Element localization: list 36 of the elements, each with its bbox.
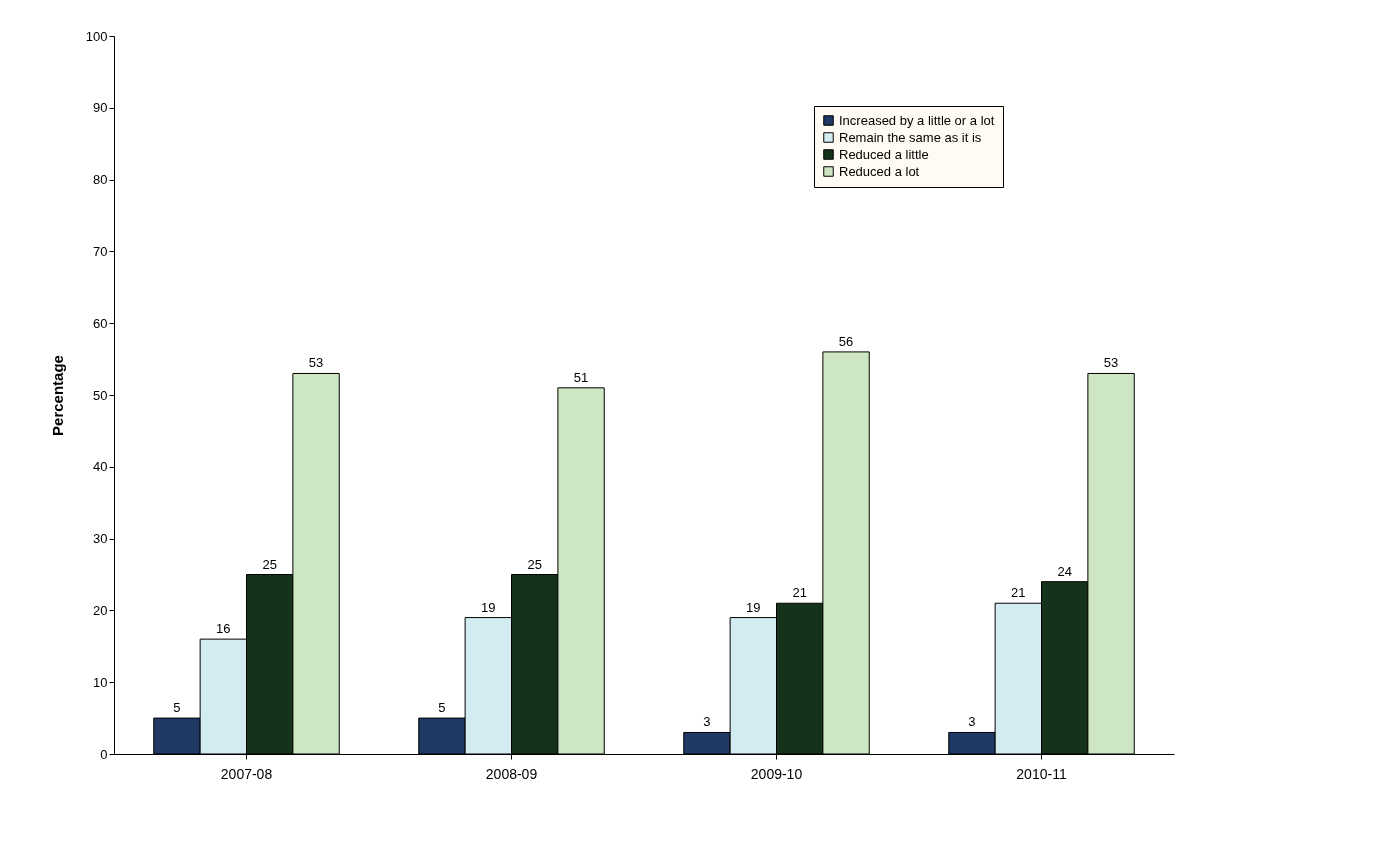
y-tick-label: 50 [93, 387, 108, 403]
data-label: 3 [703, 714, 711, 730]
y-tick-label: 10 [93, 674, 108, 690]
x-tick-label: 2010-11 [1016, 765, 1067, 782]
legend-label: Remain the same as it is [839, 129, 982, 145]
y-tick-label: 0 [100, 746, 108, 762]
legend-label: Increased by a little or a lot [839, 112, 995, 128]
x-tick-label: 2007-08 [220, 765, 273, 782]
data-label: 19 [481, 599, 496, 615]
y-tick-label: 100 [85, 28, 108, 44]
legend-label: Reduced a little [839, 146, 929, 162]
y-tick-label: 30 [93, 531, 108, 547]
y-tick-label: 20 [93, 602, 108, 618]
data-label: 53 [1103, 355, 1119, 371]
y-tick-label: 90 [93, 100, 108, 116]
data-label: 16 [216, 621, 231, 637]
x-tick-label: 2009-10 [750, 765, 803, 782]
data-label: 3 [968, 714, 976, 730]
data-label: 19 [746, 599, 761, 615]
y-tick-label: 80 [93, 172, 108, 188]
data-label: 21 [792, 585, 807, 601]
data-label: 21 [1011, 585, 1026, 601]
data-label: 51 [573, 369, 589, 385]
y-axis-title: Percentage [48, 355, 66, 436]
legend-label: Reduced a lot [839, 163, 920, 179]
x-tick-label: 2008-09 [485, 765, 538, 782]
data-label: 5 [438, 700, 446, 716]
data-label: 5 [173, 700, 181, 716]
y-tick-label: 70 [93, 243, 108, 259]
data-label: 53 [308, 355, 324, 371]
data-label: 25 [262, 556, 277, 572]
y-tick-label: 60 [93, 315, 108, 331]
data-label: 56 [838, 333, 854, 349]
y-tick-label: 40 [93, 459, 108, 475]
data-label: 25 [527, 556, 542, 572]
data-label: 24 [1057, 563, 1072, 579]
